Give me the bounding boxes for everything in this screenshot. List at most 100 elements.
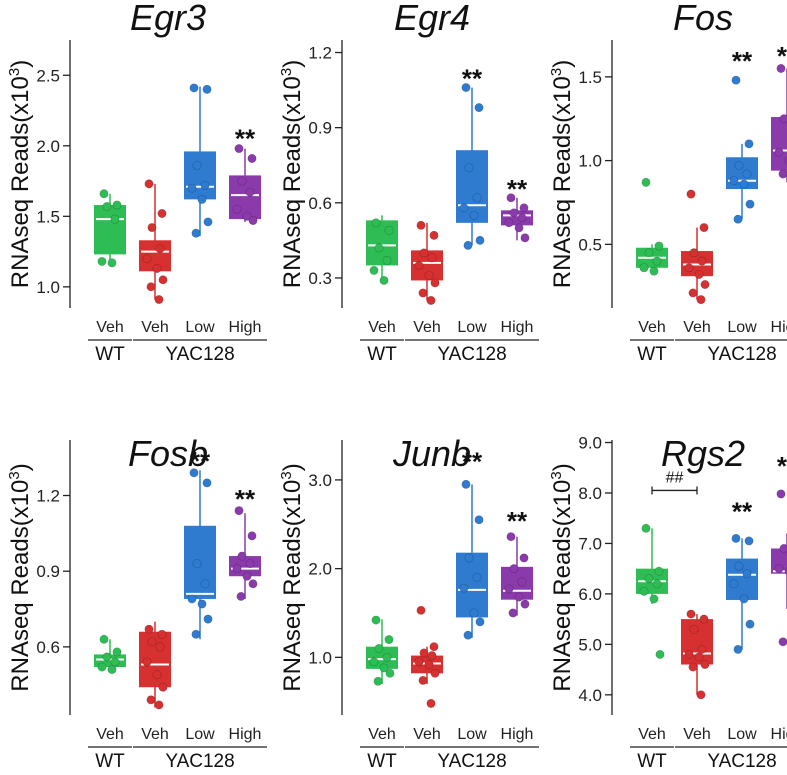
category-label: Veh <box>368 726 396 743</box>
y-tick-label: 6.0 <box>578 585 602 604</box>
data-point <box>247 531 257 541</box>
significance-marker: ** <box>462 64 483 94</box>
data-point <box>655 649 665 659</box>
data-point <box>739 179 749 189</box>
y-tick-label: 0.5 <box>578 235 602 254</box>
data-point <box>430 668 440 678</box>
data-point <box>416 605 426 615</box>
data-point <box>203 217 213 227</box>
box-wt-veh <box>94 634 126 675</box>
data-point <box>154 700 164 710</box>
data-point <box>248 216 258 226</box>
data-point <box>414 260 424 270</box>
data-point <box>734 561 744 571</box>
data-point <box>778 637 787 647</box>
data-point <box>144 179 154 189</box>
data-point <box>371 615 381 625</box>
panel-egr4: Egr4 RNAseq Reads(x103)0.3 0.6 0.9 1.2 ** ** Ve… <box>278 0 539 365</box>
data-point <box>157 629 167 639</box>
box-wt-veh <box>94 189 126 268</box>
data-point <box>418 675 428 685</box>
data-point <box>379 663 389 673</box>
box-wt-veh <box>636 523 668 659</box>
data-point <box>146 695 156 705</box>
data-point <box>112 200 122 210</box>
data-point <box>418 288 428 298</box>
box-yac128-low <box>726 533 758 654</box>
data-point <box>519 203 529 213</box>
data-point <box>649 266 659 276</box>
data-point <box>700 660 710 670</box>
data-point <box>504 584 514 594</box>
data-point <box>644 248 654 258</box>
y-tick-label: 0.3 <box>308 269 332 288</box>
box-yac128-veh <box>139 621 171 710</box>
box-yac128-veh <box>411 605 443 708</box>
category-label: Low <box>185 319 215 336</box>
data-point <box>520 233 530 243</box>
data-point <box>644 574 654 584</box>
data-point <box>234 506 244 516</box>
data-point <box>697 644 707 654</box>
data-point <box>110 214 120 224</box>
data-point <box>152 670 162 680</box>
y-tick-label: 0.9 <box>36 562 60 581</box>
data-point <box>688 288 698 298</box>
box-yac128-high <box>501 532 533 618</box>
category-label: Low <box>727 726 757 743</box>
data-point <box>686 609 696 619</box>
y-tick-label: 1.2 <box>36 487 60 506</box>
data-point <box>742 169 752 179</box>
box-yac128-veh <box>139 179 171 305</box>
data-point <box>419 248 429 258</box>
data-point <box>232 204 242 214</box>
box-iqr <box>366 220 398 266</box>
data-point <box>464 553 474 563</box>
data-point <box>189 468 199 478</box>
panel-title: Egr3 <box>130 0 206 38</box>
category-label: High <box>229 319 262 336</box>
data-point <box>774 147 784 157</box>
data-point <box>697 256 707 266</box>
data-point <box>463 240 473 250</box>
data-point <box>729 579 739 589</box>
data-point <box>144 624 154 634</box>
data-point <box>475 235 485 245</box>
box-iqr <box>184 151 216 200</box>
category-label: High <box>501 319 534 336</box>
data-point <box>237 176 247 186</box>
category-label: Veh <box>413 319 441 336</box>
y-tick-label: 7.0 <box>578 534 602 553</box>
data-point <box>197 194 207 204</box>
category-label: Veh <box>683 726 711 743</box>
category-label: Veh <box>413 726 441 743</box>
significance-marker: ** <box>235 484 256 514</box>
data-point <box>459 583 469 593</box>
box-yac128-high <box>501 193 533 243</box>
data-point <box>234 144 244 154</box>
y-tick-label: 8.0 <box>578 484 602 503</box>
panel-fosb: Fosb RNAseq Reads(x103)0.6 0.9 1.2 ** ** Veh Ve… <box>6 433 267 772</box>
box-yac128-high <box>771 63 787 183</box>
data-point <box>696 690 706 700</box>
category-label: Veh <box>96 319 124 336</box>
box-yac128-low <box>726 75 758 224</box>
data-point <box>369 657 379 667</box>
panel-junb: Junb RNAseq Reads(x103)1.0 2.0 3.0 ** ** Veh Ve… <box>278 433 539 772</box>
data-point <box>745 199 755 209</box>
data-point <box>236 591 246 601</box>
data-point <box>688 662 698 672</box>
data-point <box>739 594 749 604</box>
data-point <box>191 228 201 238</box>
data-point <box>152 264 162 274</box>
category-label: High <box>501 726 534 743</box>
data-point <box>699 614 709 624</box>
data-point <box>419 648 429 658</box>
data-point <box>774 564 784 574</box>
y-tick-label: 0.9 <box>308 119 332 138</box>
data-point <box>734 161 744 171</box>
data-point <box>97 662 107 672</box>
data-point <box>686 189 696 199</box>
data-point <box>373 676 383 686</box>
